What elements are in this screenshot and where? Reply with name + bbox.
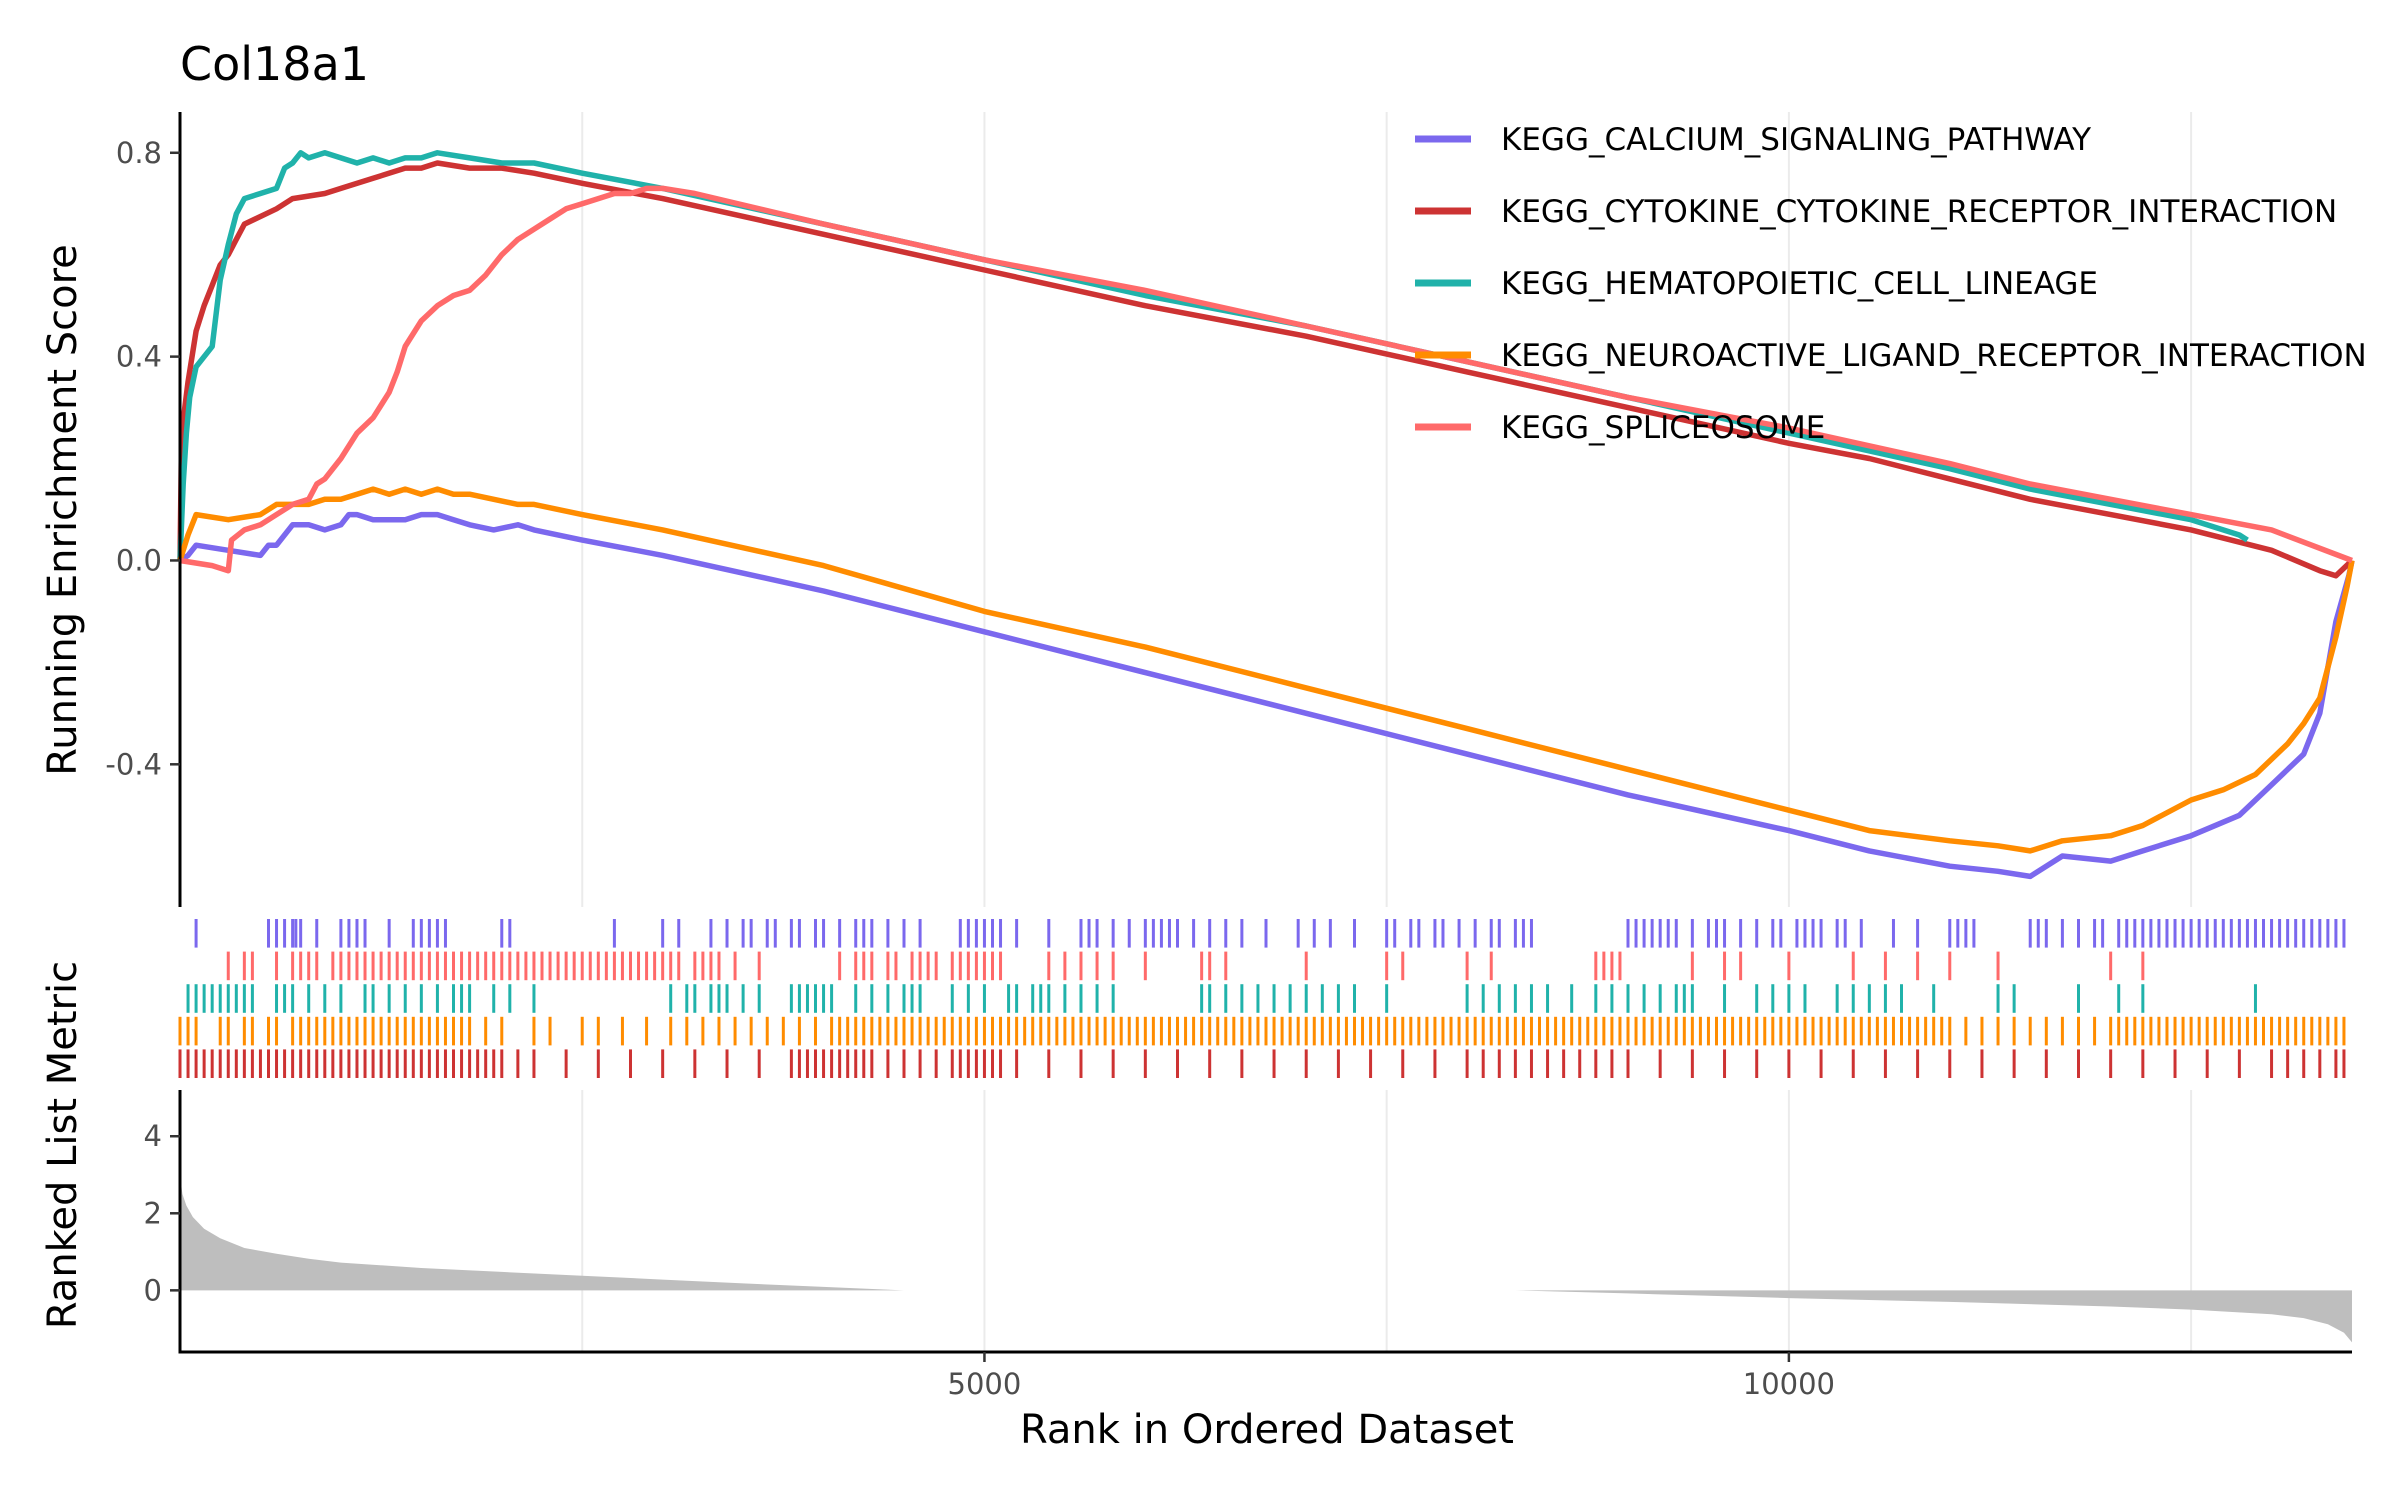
metric-y-tick-label: 4 [144, 1119, 162, 1153]
x-tick-label: 10000 [1743, 1367, 1835, 1401]
hit-row-kegg_cytokine_cytokine_receptor_interaction [178, 1049, 2346, 1078]
metric-y-tick-label: 0 [144, 1273, 162, 1307]
axes: 0.8 0.4 0.0 -0.4 4 2 0 5000 10000 [105, 112, 2352, 1401]
legend-label: KEGG_CALCIUM_SIGNALING_PATHWAY [1501, 122, 2091, 158]
legend-label: KEGG_NEUROACTIVE_LIGAND_RECEPTOR_INTERAC… [1501, 338, 2367, 374]
hit-row-kegg_neuroactive_ligand_receptor_interaction [178, 1016, 2346, 1046]
es-y-tick-label: 0.0 [116, 543, 162, 577]
x-tick-label: 5000 [948, 1367, 1022, 1401]
x-axis-title: Rank in Ordered Dataset [1020, 1407, 1514, 1453]
legend-item: KEGG_NEUROACTIVE_LIGAND_RECEPTOR_INTERAC… [1415, 338, 2367, 374]
hit-row-kegg_calcium_signaling_pathway [194, 919, 2346, 948]
legend-label: KEGG_CYTOKINE_CYTOKINE_RECEPTOR_INTERACT… [1501, 194, 2337, 230]
legend-item: KEGG_CALCIUM_SIGNALING_PATHWAY [1415, 122, 2091, 158]
enrichment-score-panel [177, 150, 2355, 880]
es-y-tick-label: 0.4 [116, 340, 162, 374]
es-y-tick-label: -0.4 [105, 747, 162, 781]
y-axis-title-metric: Ranked List Metric [40, 961, 86, 1329]
legend-label: KEGG_SPLICEOSOME [1501, 410, 1825, 446]
es-line-kegg_neuroactive_ligand_receptor_interaction [177, 486, 2355, 854]
gene-hits-panel [178, 919, 2346, 1078]
legend-item: KEGG_HEMATOPOIETIC_CELL_LINEAGE [1415, 266, 2098, 302]
chart-title: Col18a1 [180, 37, 369, 91]
es-line-kegg_spliceosome [179, 185, 2353, 574]
legend: KEGG_CALCIUM_SIGNALING_PATHWAY KEGG_CYTOK… [1415, 122, 2367, 446]
es-line-kegg_calcium_signaling_pathway [178, 511, 2355, 880]
y-axis-title-enrichment: Running Enrichment Score [40, 244, 86, 776]
hit-row-kegg_spliceosome [226, 951, 2145, 981]
hit-row-kegg_hematopoietic_cell_lineage [186, 984, 2257, 1013]
legend-item: KEGG_CYTOKINE_CYTOKINE_RECEPTOR_INTERACT… [1415, 194, 2337, 230]
metric-y-tick-label: 2 [144, 1196, 162, 1230]
legend-label: KEGG_HEMATOPOIETIC_CELL_LINEAGE [1501, 266, 2098, 302]
es-y-tick-label: 0.8 [116, 136, 162, 170]
legend-item: KEGG_SPLICEOSOME [1415, 410, 1825, 446]
